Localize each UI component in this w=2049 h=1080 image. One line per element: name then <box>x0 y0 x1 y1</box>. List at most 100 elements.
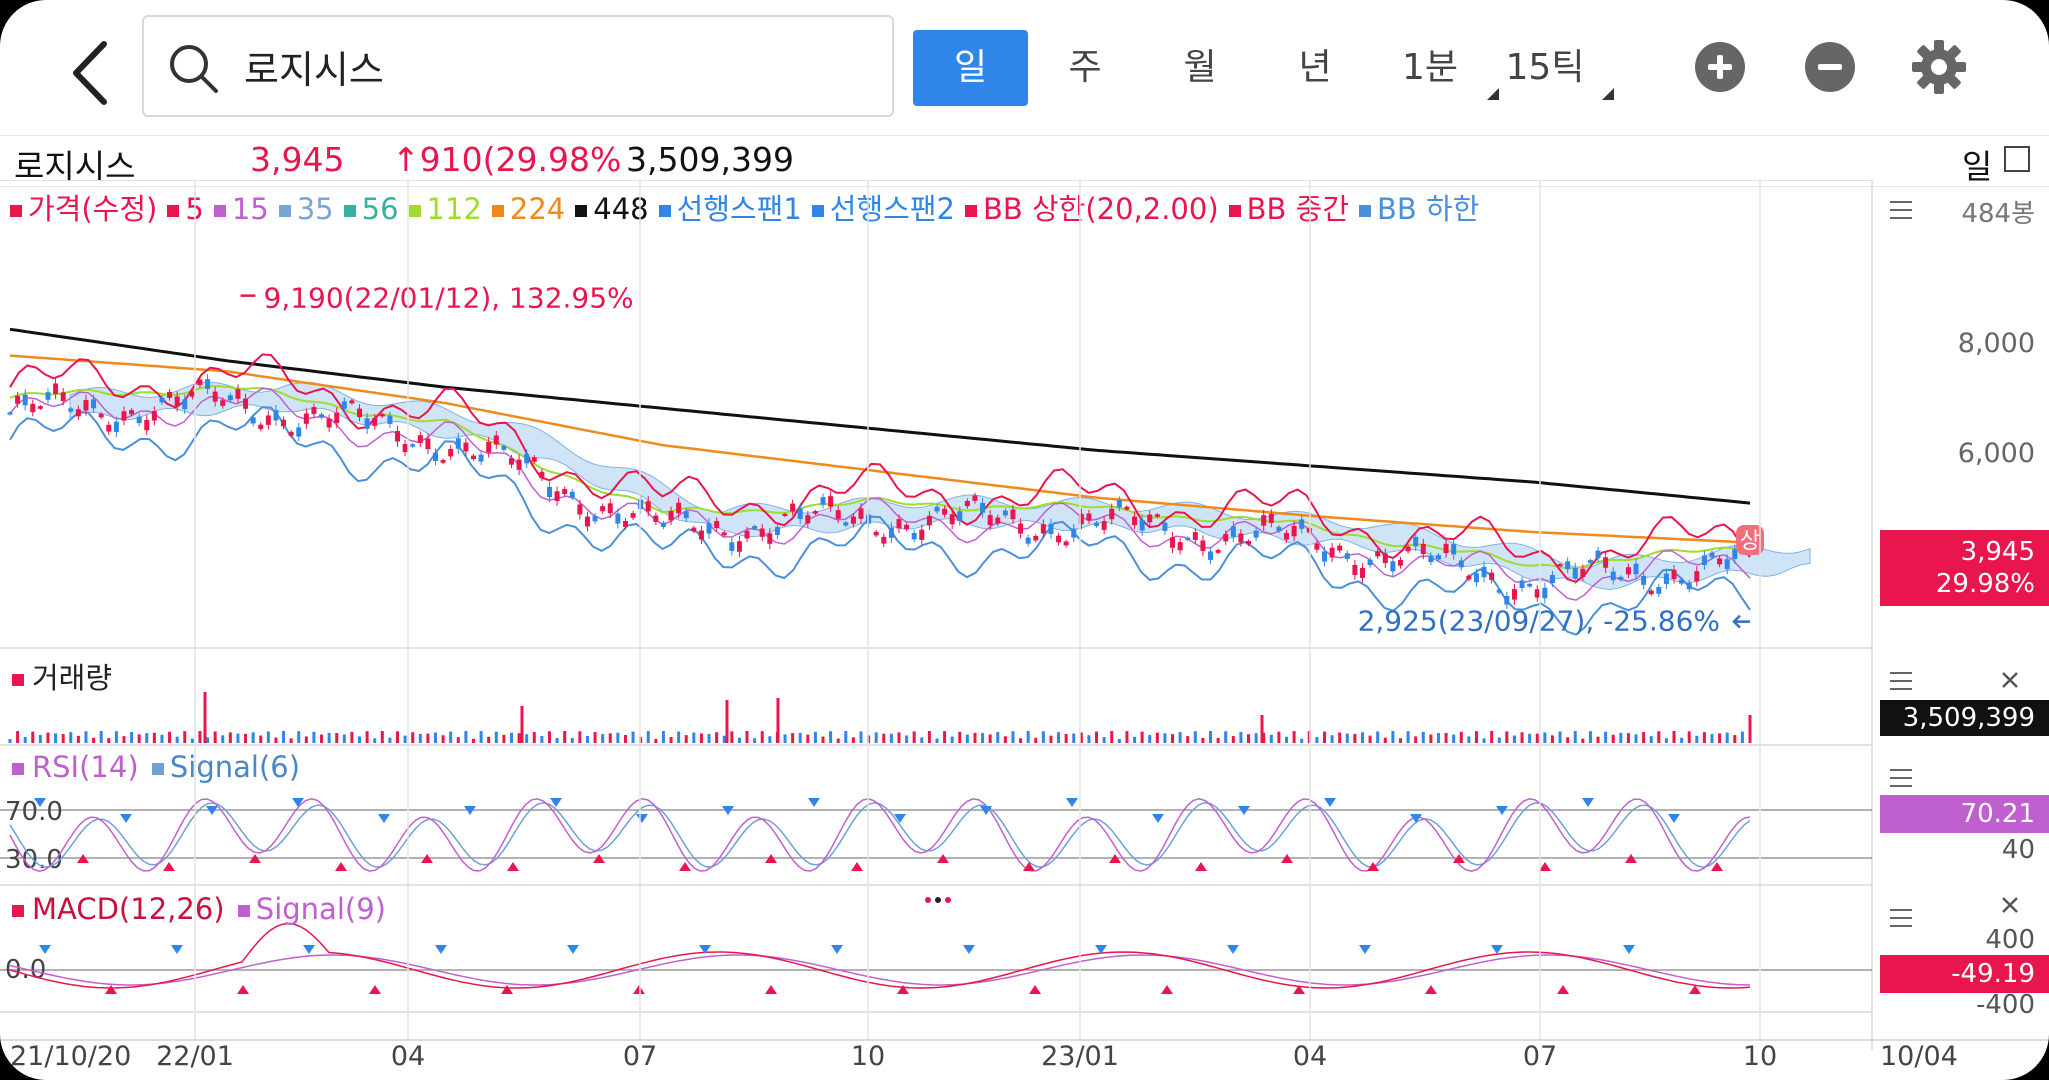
volume-bar <box>973 732 977 743</box>
volume-bar <box>692 732 696 743</box>
macd-signal-arrow <box>435 945 447 954</box>
macd-signal-arrow <box>765 985 777 994</box>
volume-bar <box>563 731 567 743</box>
period-day-button[interactable]: 일 <box>913 30 1028 106</box>
candle-body <box>1063 541 1069 546</box>
candle-body <box>683 511 689 519</box>
period-15tick-button[interactable]: 15틱 <box>1490 30 1614 106</box>
legend-label: 35 <box>296 192 334 226</box>
zoom-in-button[interactable] <box>1695 42 1745 92</box>
candle-body <box>334 412 340 424</box>
upper-limit-badge-text: 상 <box>1740 529 1760 554</box>
close-icon <box>2002 897 2018 913</box>
volume-bar <box>1262 732 1266 743</box>
candle-body <box>820 497 826 505</box>
volume-bar <box>1581 738 1585 743</box>
volume-spike-bar <box>776 698 780 743</box>
volume-bar <box>266 731 270 743</box>
gear-icon[interactable] <box>1910 38 1968 96</box>
legend-swatch <box>278 205 291 217</box>
volume-bar <box>699 733 703 743</box>
trade-volume: 3,509,399 <box>626 140 794 179</box>
period-week-button[interactable]: 주 <box>1068 47 1102 88</box>
candle-body <box>721 532 727 536</box>
candle-body <box>691 527 697 532</box>
candle-body <box>843 522 849 526</box>
volume-bar <box>380 731 384 743</box>
candle-body <box>790 503 796 512</box>
ma15-line <box>9 387 1751 601</box>
rsi-signal-arrow <box>507 862 519 871</box>
candle-body <box>60 392 66 401</box>
candle-body <box>926 515 932 526</box>
candle-body <box>478 454 484 462</box>
candle-body <box>364 418 370 429</box>
candle-body <box>1466 575 1472 580</box>
candle-body <box>531 457 537 462</box>
volume-bar <box>1649 736 1653 743</box>
period-1min-label: 1분 <box>1401 47 1459 88</box>
candle-body <box>1504 595 1510 605</box>
rsi-signal-arrow <box>1711 862 1723 871</box>
volume-bar <box>1041 731 1045 743</box>
zoom-out-button[interactable] <box>1805 42 1855 92</box>
macd-line <box>9 922 1751 989</box>
period-month-button[interactable]: 월 <box>1183 47 1217 88</box>
candle-body <box>1086 513 1092 521</box>
candle-body <box>1284 533 1290 540</box>
volume-bar <box>130 731 134 743</box>
candle-body <box>1587 560 1593 563</box>
search-input[interactable]: 로지시스 <box>244 48 384 92</box>
volume-bar <box>1573 731 1577 743</box>
period-year-button[interactable]: 년 <box>1298 47 1332 88</box>
volume-bar <box>494 731 498 743</box>
ma448-line <box>9 327 1751 505</box>
candle-body <box>250 417 256 424</box>
candle-body <box>729 542 735 551</box>
candle-body <box>546 486 552 498</box>
volume-bar <box>935 738 939 743</box>
candle-body <box>797 508 803 520</box>
rsi-signal-arrow <box>163 862 175 871</box>
volume-bar <box>1543 732 1547 743</box>
volume-bar <box>282 731 286 743</box>
rsi-signal-arrow <box>1625 854 1637 863</box>
volume-bar <box>1011 731 1015 743</box>
candle-body <box>1078 513 1084 525</box>
period-1min-button[interactable]: 1분 <box>1375 30 1499 106</box>
legend-item: 가격(수정) <box>10 186 157 228</box>
candle-body <box>1724 559 1730 570</box>
bar-count-label: 484봉 <box>1961 199 2035 229</box>
rsi-signal-arrow <box>464 806 476 815</box>
candle-body <box>934 506 940 512</box>
search-box[interactable]: 로지시스 <box>142 15 894 117</box>
back-icon[interactable] <box>62 38 122 108</box>
layout-toggle-icon[interactable] <box>2004 146 2030 172</box>
volume-bar <box>829 731 833 743</box>
macd-signal-arrow <box>39 945 51 954</box>
volume-bar <box>1193 731 1197 743</box>
candle-body <box>949 514 955 525</box>
volume-bar <box>1322 731 1326 743</box>
rsi-signal-arrow <box>34 798 46 807</box>
candle-body <box>539 471 545 478</box>
stock-chart[interactable]: 8,000 6,000 484봉 9,190(22/01/12), 132.95% 2,… <box>0 180 2049 1080</box>
volume-bar <box>707 733 711 743</box>
macd-signal-arrow <box>1425 985 1437 994</box>
volume-bar <box>304 736 308 743</box>
rsi-signal-arrow <box>206 806 218 815</box>
candle-body <box>1489 572 1495 580</box>
candle-body <box>68 408 74 412</box>
volume-bar <box>1003 736 1007 743</box>
volume-bar <box>646 731 650 743</box>
volume-bar <box>388 737 392 743</box>
candle-body <box>858 508 864 519</box>
macd-signal-arrow <box>1161 985 1173 994</box>
macd-signal-arrow <box>1293 985 1305 994</box>
candle-body <box>106 424 112 432</box>
candle-body <box>904 524 910 530</box>
x-axis-label: 23/01 <box>1041 1041 1119 1072</box>
volume-bar <box>471 738 475 743</box>
rsi-signal-arrow <box>937 854 949 863</box>
volume-bar <box>950 736 954 743</box>
